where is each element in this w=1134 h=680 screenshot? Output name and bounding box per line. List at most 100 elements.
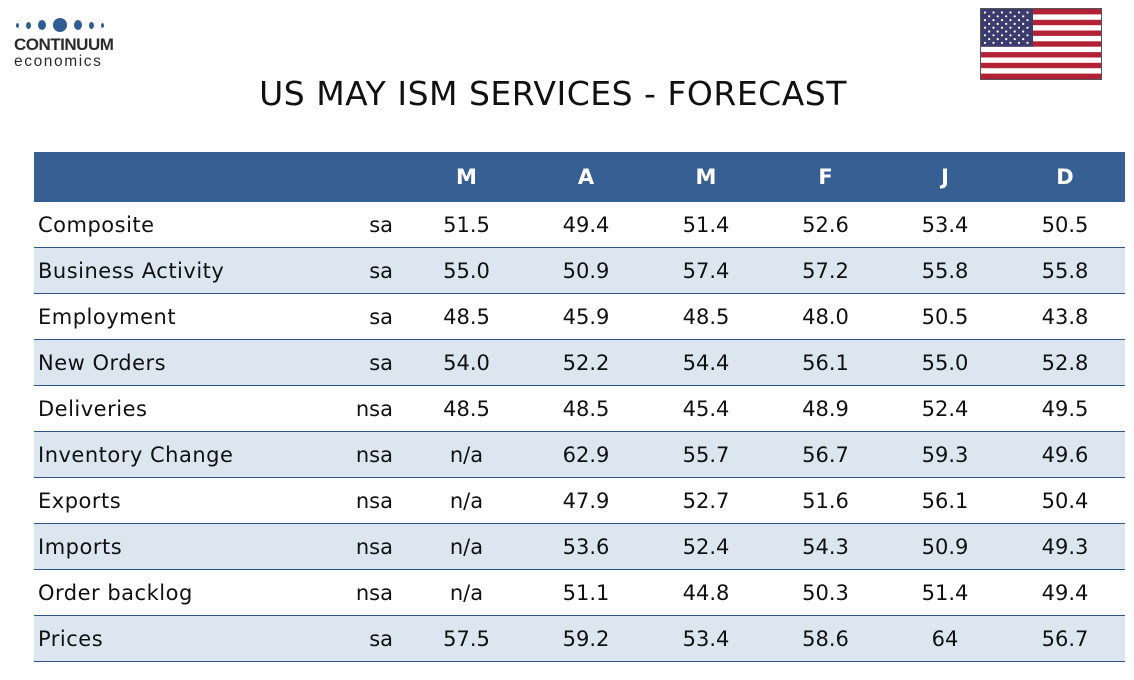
- value-cell: n/a: [407, 431, 526, 478]
- row-label: Employment: [34, 293, 346, 340]
- header-cell: F: [766, 152, 885, 202]
- seasonal-adjustment: sa: [346, 339, 407, 386]
- value-cell: 57.2: [766, 247, 885, 294]
- value-cell: 54.4: [646, 339, 766, 386]
- table-row: Inventory Change nsa n/a 62.9 55.7 56.7 59.3 49…: [34, 431, 1125, 478]
- value-cell: 51.5: [407, 202, 526, 248]
- value-cell: n/a: [407, 569, 526, 616]
- table-row: New Orders sa 54.0 52.2 54.4 56.1 55.0 52.8: [34, 339, 1125, 386]
- value-cell: 49.4: [1005, 569, 1125, 616]
- value-cell: 48.5: [407, 385, 526, 432]
- value-cell: 47.9: [526, 477, 646, 524]
- logo-text-continuum: CONTINUUM: [14, 35, 114, 54]
- value-cell: 44.8: [646, 569, 766, 616]
- table-row: Deliveries nsa 48.5 48.5 45.4 48.9 52.4 49.5: [34, 385, 1125, 432]
- seasonal-adjustment: sa: [346, 202, 407, 248]
- value-cell: 51.4: [885, 569, 1005, 616]
- row-label: Deliveries: [34, 385, 346, 432]
- row-label: New Orders: [34, 339, 346, 386]
- continuum-economics-logo: CONTINUUM economics: [14, 16, 134, 70]
- value-cell: 51.1: [526, 569, 646, 616]
- value-cell: 55.0: [407, 247, 526, 294]
- value-cell: 54.3: [766, 523, 885, 570]
- value-cell: 53.4: [885, 202, 1005, 248]
- page-title: US MAY ISM SERVICES - FORECAST: [259, 74, 847, 113]
- header-cell: D: [1005, 152, 1125, 202]
- value-cell: 50.5: [885, 293, 1005, 340]
- value-cell: 52.2: [526, 339, 646, 386]
- value-cell: 57.4: [646, 247, 766, 294]
- row-label: Composite: [34, 202, 346, 248]
- row-label: Business Activity: [34, 247, 346, 294]
- table-row: Imports nsa n/a 53.6 52.4 54.3 50.9 49.3: [34, 523, 1125, 570]
- value-cell: 59.2: [526, 615, 646, 662]
- table-row: Order backlog nsa n/a 51.1 44.8 50.3 51.4 49.4: [34, 569, 1125, 616]
- seasonal-adjustment: nsa: [346, 431, 407, 478]
- value-cell: 52.8: [1005, 339, 1125, 386]
- value-cell: 48.5: [526, 385, 646, 432]
- logo-text-economics: economics: [14, 53, 103, 70]
- value-cell: 50.5: [1005, 202, 1125, 248]
- value-cell: 49.4: [526, 202, 646, 248]
- seasonal-adjustment: sa: [346, 615, 407, 662]
- value-cell: 62.9: [526, 431, 646, 478]
- value-cell: 50.4: [1005, 477, 1125, 524]
- row-label: Order backlog: [34, 569, 346, 616]
- value-cell: 56.7: [1005, 615, 1125, 662]
- value-cell: 48.9: [766, 385, 885, 432]
- seasonal-adjustment: nsa: [346, 477, 407, 524]
- value-cell: 64: [885, 615, 1005, 662]
- value-cell: 43.8: [1005, 293, 1125, 340]
- value-cell: n/a: [407, 523, 526, 570]
- value-cell: 51.4: [646, 202, 766, 248]
- header-cell: [346, 152, 407, 202]
- value-cell: 52.4: [885, 385, 1005, 432]
- us-flag-icon: [980, 8, 1102, 80]
- value-cell: 48.5: [407, 293, 526, 340]
- table-row: Prices sa 57.5 59.2 53.4 58.6 64 56.7: [34, 615, 1125, 662]
- value-cell: 53.6: [526, 523, 646, 570]
- seasonal-adjustment: sa: [346, 293, 407, 340]
- value-cell: 56.1: [766, 339, 885, 386]
- value-cell: 56.1: [885, 477, 1005, 524]
- value-cell: 48.0: [766, 293, 885, 340]
- value-cell: 55.8: [1005, 247, 1125, 294]
- header-cell: J: [885, 152, 1005, 202]
- logo-dots-icon: [16, 16, 134, 34]
- value-cell: 52.7: [646, 477, 766, 524]
- seasonal-adjustment: nsa: [346, 523, 407, 570]
- value-cell: 51.6: [766, 477, 885, 524]
- value-cell: 52.4: [646, 523, 766, 570]
- seasonal-adjustment: nsa: [346, 385, 407, 432]
- value-cell: 45.4: [646, 385, 766, 432]
- value-cell: 45.9: [526, 293, 646, 340]
- table-row: Business Activity sa 55.0 50.9 57.4 57.2 55.8 5…: [34, 247, 1125, 294]
- row-label: Prices: [34, 615, 346, 662]
- header-cell: M: [646, 152, 766, 202]
- row-label: Exports: [34, 477, 346, 524]
- value-cell: 54.0: [407, 339, 526, 386]
- value-cell: 53.4: [646, 615, 766, 662]
- table-row: Composite sa 51.5 49.4 51.4 52.6 53.4 50.5: [34, 202, 1125, 248]
- header-cell: A: [526, 152, 646, 202]
- table-header-row: M A M F J D: [34, 152, 1125, 202]
- row-label: Imports: [34, 523, 346, 570]
- header-cell: M: [407, 152, 526, 202]
- value-cell: 49.3: [1005, 523, 1125, 570]
- row-label: Inventory Change: [34, 431, 346, 478]
- value-cell: 57.5: [407, 615, 526, 662]
- value-cell: 59.3: [885, 431, 1005, 478]
- value-cell: 50.9: [885, 523, 1005, 570]
- ism-forecast-table: M A M F J D Composite sa 51.5 49.4 51.4 52.6 5…: [34, 152, 1125, 662]
- header-cell: [34, 152, 346, 202]
- value-cell: 56.7: [766, 431, 885, 478]
- table-row: Employment sa 48.5 45.9 48.5 48.0 50.5 43.8: [34, 293, 1125, 340]
- value-cell: 58.6: [766, 615, 885, 662]
- table-body: Composite sa 51.5 49.4 51.4 52.6 53.4 50.5 Busin…: [34, 202, 1125, 662]
- table-row: Exports nsa n/a 47.9 52.7 51.6 56.1 50.4: [34, 477, 1125, 524]
- seasonal-adjustment: nsa: [346, 569, 407, 616]
- value-cell: 55.7: [646, 431, 766, 478]
- seasonal-adjustment: sa: [346, 247, 407, 294]
- value-cell: n/a: [407, 477, 526, 524]
- value-cell: 50.3: [766, 569, 885, 616]
